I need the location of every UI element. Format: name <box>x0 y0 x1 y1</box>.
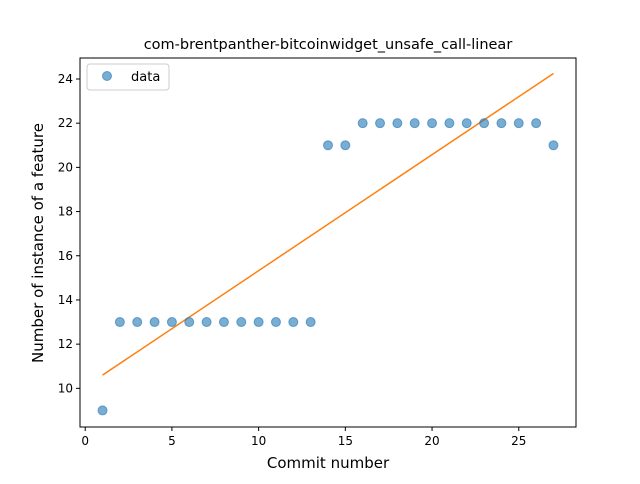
data-point <box>357 118 368 129</box>
data-point <box>132 317 143 328</box>
data-point <box>444 118 455 129</box>
data-point <box>323 140 333 151</box>
x-tick-label: 5 <box>168 434 176 448</box>
data-point <box>218 317 229 328</box>
y-tick-label: 18 <box>58 205 73 219</box>
legend-marker <box>102 71 112 81</box>
data-point <box>184 317 195 328</box>
y-tick-label: 10 <box>58 381 73 395</box>
legend-box <box>86 63 170 91</box>
x-axis-label: Commit number <box>267 454 390 472</box>
data-point <box>166 317 177 328</box>
legend-label-data: data <box>131 70 160 85</box>
data-point <box>427 118 438 129</box>
y-tick-label: 20 <box>58 160 73 174</box>
data-point <box>496 118 507 129</box>
data-point <box>392 118 403 129</box>
chart-title: com-brentpanther-bitcoinwidget_unsafe_ca… <box>144 37 513 53</box>
data-point <box>479 118 490 129</box>
y-axis-label: Number of instance of a feature <box>29 123 47 363</box>
x-tick-label: 20 <box>424 434 439 448</box>
data-point <box>375 118 386 129</box>
data-point <box>340 140 351 151</box>
y-tick-label: 12 <box>58 337 73 351</box>
x-tick-label: 15 <box>338 434 353 448</box>
data-point <box>548 140 559 151</box>
data-point <box>288 317 299 328</box>
y-tick-label: 16 <box>58 249 73 263</box>
x-tick-label: 10 <box>251 434 266 448</box>
data-point <box>305 317 316 328</box>
data-points-layer <box>97 118 559 416</box>
data-point <box>461 118 472 129</box>
y-tick-label: 24 <box>58 72 73 86</box>
fit-line <box>102 72 554 376</box>
fit-line-layer <box>102 72 554 376</box>
data-point <box>253 317 264 328</box>
data-point <box>409 118 420 129</box>
data-point <box>531 118 542 129</box>
y-tick-label: 22 <box>58 116 73 130</box>
legend: data <box>86 63 170 91</box>
x-tick-label: 25 <box>511 434 526 448</box>
x-tick-label: 0 <box>81 434 89 448</box>
y-tick-label: 14 <box>58 293 73 307</box>
data-point <box>149 317 160 328</box>
data-point <box>270 317 281 328</box>
data-point <box>513 118 524 129</box>
data-point <box>97 405 108 416</box>
x-axis-ticks: 0 5 10 15 20 25 <box>81 427 526 448</box>
y-axis-ticks: 10 12 14 16 18 20 22 24 <box>58 72 80 395</box>
data-point <box>114 317 125 328</box>
data-point <box>201 317 212 328</box>
data-point <box>236 317 247 328</box>
plot-frame <box>79 57 577 428</box>
